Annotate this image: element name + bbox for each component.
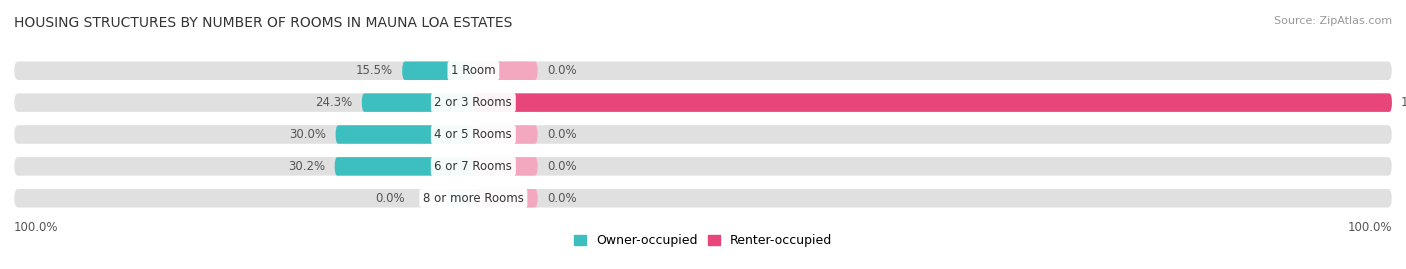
Legend: Owner-occupied, Renter-occupied: Owner-occupied, Renter-occupied — [568, 229, 838, 252]
FancyBboxPatch shape — [14, 62, 1392, 80]
FancyBboxPatch shape — [474, 157, 537, 176]
Text: 30.2%: 30.2% — [288, 160, 325, 173]
FancyBboxPatch shape — [474, 93, 1392, 112]
Text: 0.0%: 0.0% — [547, 128, 576, 141]
Text: 24.3%: 24.3% — [315, 96, 353, 109]
Text: 6 or 7 Rooms: 6 or 7 Rooms — [434, 160, 512, 173]
Text: 15.5%: 15.5% — [356, 64, 394, 77]
FancyBboxPatch shape — [14, 93, 1392, 112]
Text: 100.0%: 100.0% — [14, 221, 59, 233]
FancyBboxPatch shape — [14, 157, 1392, 176]
Text: 2 or 3 Rooms: 2 or 3 Rooms — [434, 96, 512, 109]
FancyBboxPatch shape — [335, 157, 474, 176]
Text: 8 or more Rooms: 8 or more Rooms — [423, 192, 524, 205]
Text: 100.0%: 100.0% — [1347, 221, 1392, 233]
Text: 0.0%: 0.0% — [375, 192, 405, 205]
FancyBboxPatch shape — [446, 189, 474, 207]
Text: 4 or 5 Rooms: 4 or 5 Rooms — [434, 128, 512, 141]
Text: 30.0%: 30.0% — [290, 128, 326, 141]
Text: 1 Room: 1 Room — [451, 64, 496, 77]
Text: HOUSING STRUCTURES BY NUMBER OF ROOMS IN MAUNA LOA ESTATES: HOUSING STRUCTURES BY NUMBER OF ROOMS IN… — [14, 16, 512, 30]
FancyBboxPatch shape — [361, 93, 474, 112]
Text: 0.0%: 0.0% — [547, 64, 576, 77]
FancyBboxPatch shape — [402, 62, 474, 80]
FancyBboxPatch shape — [474, 125, 537, 144]
Text: 0.0%: 0.0% — [547, 160, 576, 173]
FancyBboxPatch shape — [14, 189, 1392, 207]
FancyBboxPatch shape — [14, 125, 1392, 144]
Text: 100.0%: 100.0% — [1402, 96, 1406, 109]
FancyBboxPatch shape — [474, 189, 537, 207]
Text: Source: ZipAtlas.com: Source: ZipAtlas.com — [1274, 16, 1392, 26]
FancyBboxPatch shape — [336, 125, 474, 144]
FancyBboxPatch shape — [474, 62, 537, 80]
Text: 0.0%: 0.0% — [547, 192, 576, 205]
